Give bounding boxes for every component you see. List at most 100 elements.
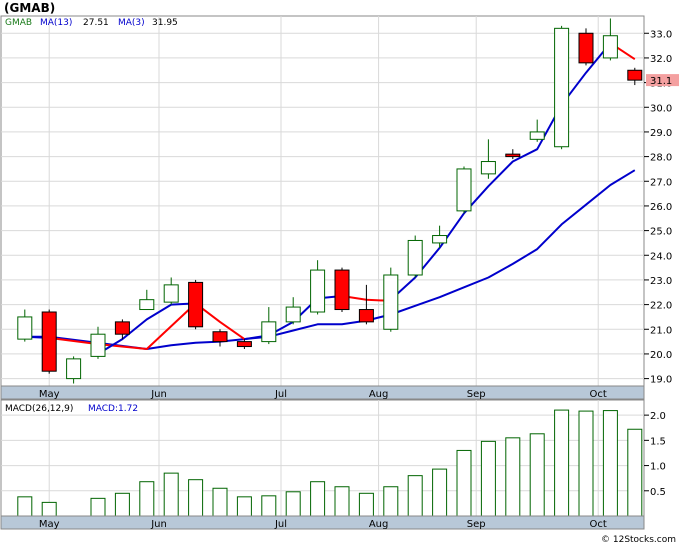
macd-ytick-label-2: 1.5 xyxy=(650,436,666,447)
macd-bar-20 xyxy=(529,433,545,517)
candle-22 xyxy=(554,25,570,150)
macd-bar-6 xyxy=(188,479,204,517)
ma3-blue-segment-1 xyxy=(97,302,196,355)
macd-bar-11 xyxy=(310,481,326,517)
candle-body-14 xyxy=(358,309,374,323)
candle-19 xyxy=(480,139,496,179)
candle-6 xyxy=(163,277,179,305)
macd-bar-19 xyxy=(505,437,521,517)
legend-ma3-value: 31.95 xyxy=(152,18,178,28)
candle-0 xyxy=(17,309,33,342)
candle-body-6 xyxy=(163,284,179,303)
last-price-tag: 31.1 xyxy=(646,74,679,87)
macd-month-label-may: May xyxy=(39,519,60,530)
candle-body-13 xyxy=(334,269,350,311)
macd-month-label-jun: Jun xyxy=(150,519,167,530)
candle-body-24 xyxy=(602,35,618,59)
candle-4 xyxy=(114,319,130,340)
price-ytick-label-4: 23.0 xyxy=(650,276,672,287)
candle-body-3 xyxy=(90,333,106,357)
candle-23 xyxy=(578,28,594,66)
watermark: © 12Stocks.com xyxy=(601,535,676,545)
price-month-label-oct: Oct xyxy=(590,389,607,400)
candle-body-25 xyxy=(627,69,643,81)
last-price-tag-bg xyxy=(646,74,679,87)
candle-7 xyxy=(188,279,204,330)
candle-body-0 xyxy=(17,316,33,340)
price-ytick-label-10: 29.0 xyxy=(650,128,672,139)
ma3-blue-segment-3 xyxy=(390,42,612,301)
macd-bar-3 xyxy=(114,492,130,517)
macd-bar-10 xyxy=(285,491,301,517)
price-ytick-label-5: 24.0 xyxy=(650,251,672,262)
candle-5 xyxy=(139,289,155,311)
macd-bar-23 xyxy=(602,410,618,517)
price-x-axis: May Jun Jul Aug Sep Oct xyxy=(39,389,607,400)
macd-bar-12 xyxy=(334,486,350,517)
candle-17 xyxy=(432,225,448,248)
candle-9 xyxy=(236,339,252,349)
macd-bar-0 xyxy=(17,496,33,517)
macd-month-label-sep: Sep xyxy=(467,519,486,530)
candle-13 xyxy=(334,267,350,312)
candle-body-5 xyxy=(139,299,155,311)
macd-bar-18 xyxy=(480,440,496,517)
price-ytick-label-1: 20.0 xyxy=(650,350,672,361)
price-gridlines xyxy=(1,16,644,386)
candle-body-4 xyxy=(114,321,130,335)
macd-bar-8 xyxy=(236,496,252,517)
candle-body-8 xyxy=(212,331,228,343)
candle-3 xyxy=(90,326,106,359)
candle-24 xyxy=(602,18,618,61)
price-month-label-aug: Aug xyxy=(369,389,389,400)
legend-ma13-label: MA(13) xyxy=(40,18,72,28)
candle-body-23 xyxy=(578,32,594,64)
candle-25 xyxy=(627,67,643,86)
candlesticks xyxy=(17,18,643,384)
price-ytick-label-7: 26.0 xyxy=(650,202,672,213)
macd-bar-13 xyxy=(358,492,374,517)
macd-ytick-label-0: 0.5 xyxy=(650,487,666,498)
candle-body-2 xyxy=(66,358,82,380)
candle-body-15 xyxy=(383,274,399,330)
candle-8 xyxy=(212,329,228,347)
price-ytick-label-0: 19.0 xyxy=(650,375,672,386)
candle-15 xyxy=(383,267,399,332)
price-month-label-jul: Jul xyxy=(274,389,287,400)
macd-month-strip xyxy=(0,515,645,530)
price-legend: GMAB MA(13) 27.51 MA(3) 31.95 xyxy=(5,18,178,28)
candle-body-9 xyxy=(236,341,252,348)
candle-1 xyxy=(41,309,57,374)
macd-bar-2 xyxy=(90,497,106,517)
macd-bar-4 xyxy=(139,481,155,517)
macd-month-label-oct: Oct xyxy=(590,519,607,530)
macd-bar-24 xyxy=(627,428,643,517)
candle-body-7 xyxy=(188,281,204,328)
candle-21 xyxy=(529,119,545,142)
macd-x-axis: May Jun Jul Aug Sep Oct xyxy=(39,519,607,530)
candle-body-19 xyxy=(480,161,496,175)
candle-body-20 xyxy=(505,153,521,158)
price-ytick-label-9: 28.0 xyxy=(650,153,672,164)
legend-ma13-value: 27.51 xyxy=(83,18,109,28)
legend-symbol: GMAB xyxy=(5,18,32,28)
price-ytick-label-11: 30.0 xyxy=(650,103,672,114)
macd-month-label-jul: Jul xyxy=(274,519,287,530)
macd-legend-label: MACD(26,12,9) xyxy=(5,404,73,414)
price-ytick-label-13: 32.0 xyxy=(650,54,672,65)
candle-11 xyxy=(285,297,301,325)
candle-body-22 xyxy=(554,27,570,148)
candle-18 xyxy=(456,166,472,214)
price-month-label-sep: Sep xyxy=(467,389,486,400)
macd-month-label-aug: Aug xyxy=(369,519,389,530)
last-price-label: 31.1 xyxy=(650,76,672,87)
macd-bar-17 xyxy=(456,449,472,517)
price-month-strip xyxy=(0,385,645,400)
candle-body-18 xyxy=(456,168,472,212)
macd-bar-21 xyxy=(554,409,570,517)
candle-20 xyxy=(505,149,521,160)
macd-y-axis: 0.5 1.0 1.5 2.0 xyxy=(644,411,666,498)
candle-body-10 xyxy=(261,321,277,343)
macd-bar-9 xyxy=(261,495,277,517)
